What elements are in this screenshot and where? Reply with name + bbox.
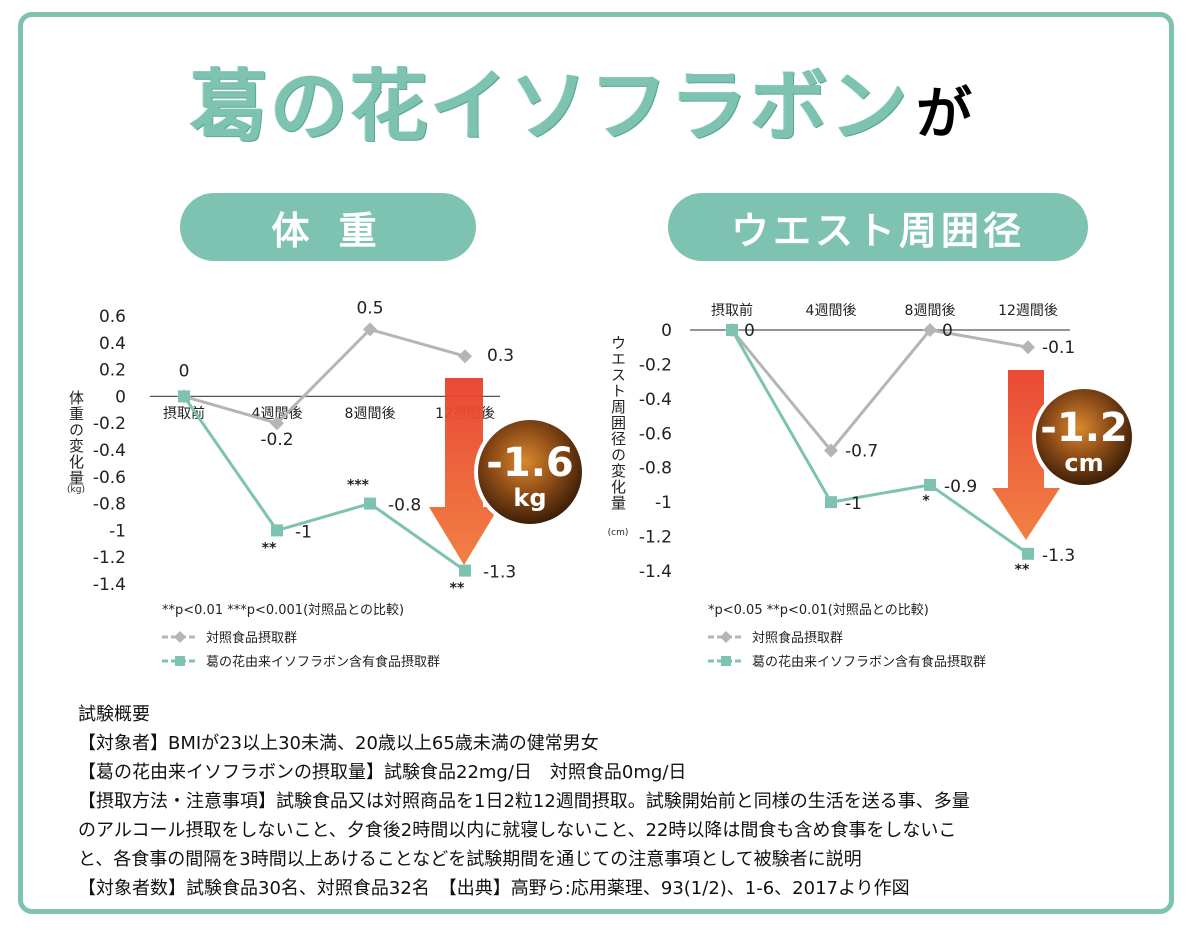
decrease-arrow [429, 378, 499, 565]
legend-marker [721, 656, 731, 666]
significance-mark: ** [1015, 562, 1030, 578]
test-point [178, 390, 190, 403]
legend-marker [175, 656, 185, 666]
y-tick-label: -1 [655, 493, 672, 513]
headline-main: 葛の花イソフラボン [190, 62, 911, 152]
significance-footnote: *p<0.05 **p<0.01(対照品との比較) [708, 603, 929, 618]
control-series-line [730, 328, 1029, 452]
legend-marker [720, 631, 732, 643]
y-tick-label: -0.8 [639, 459, 672, 479]
control-data-label: 0 [942, 321, 953, 341]
badge-unit: kg [513, 484, 546, 512]
y-tick-label: -0.2 [639, 355, 672, 375]
poster-frame [18, 12, 1174, 914]
y-tick-label: -0.4 [639, 390, 672, 410]
control-point [824, 443, 838, 458]
summary-line: と、各食事の間隔を3時間以上あけることなどを試験期間を通じての注意事項として被験… [78, 849, 862, 870]
test-series-line [730, 329, 1029, 556]
y-tick-label: -1 [109, 521, 126, 541]
test-point [1022, 547, 1034, 560]
legend-label: 対照食品摂取群 [206, 630, 297, 646]
legend-label: 葛の花由来イソフラボン含有食品摂取群 [752, 654, 986, 670]
y-tick-label: -1.2 [93, 548, 126, 568]
summary-heading: 試験概要 [78, 704, 150, 725]
y-tick-label: -0.4 [93, 441, 126, 461]
control-point [270, 416, 284, 431]
legend-label: 対照食品摂取群 [752, 630, 843, 646]
test-data-label: -1.3 [483, 563, 516, 583]
control-data-label: -0.1 [1042, 338, 1075, 358]
control-data-label: -0.2 [260, 430, 293, 450]
control-data-label: -0.7 [845, 442, 878, 462]
y-axis-label: ウエスト周囲径の変化量 [609, 335, 627, 511]
waist-panel-label: ウエスト周囲径 [668, 193, 1088, 261]
test-point [364, 497, 376, 510]
y-tick-label: 0 [661, 321, 672, 341]
summary-line: 【対象者数】試験食品30名、対照食品32名 【出典】高野ら:応用薬理、93(1/… [78, 878, 910, 899]
test-point [459, 564, 471, 577]
test-point [726, 324, 738, 336]
summary-line: 【葛の花由来イソフラボンの摂取量】試験食品22mg/日 対照食品0mg/日 [78, 762, 687, 783]
badge-value: -1.6 [486, 440, 573, 486]
weight-panel-label: 体 重 [180, 193, 476, 261]
y-axis-unit: (cm) [608, 528, 629, 538]
test-point [271, 524, 283, 537]
significance-mark: ** [450, 581, 465, 597]
badge-circle [478, 420, 582, 524]
summary-line: 【対象者】BMIが23以上30未満、20歳以上65歳未満の健常男女 [78, 733, 599, 754]
control-data-label: 0.5 [356, 298, 383, 318]
y-tick-label: 0.4 [99, 334, 126, 354]
study-summary: 試験概要 【対象者】BMIが23以上30未満、20歳以上65歳未満の健常男女 【… [78, 700, 1138, 903]
control-point [458, 349, 472, 364]
y-tick-label: 0.6 [99, 307, 126, 327]
control-point [923, 323, 937, 337]
y-tick-label: -1.4 [639, 562, 672, 582]
control-point [1021, 340, 1035, 355]
x-category-label: 12週間後 [998, 303, 1058, 319]
control-series-line [183, 327, 466, 425]
headline: 葛の花イソフラボンが [190, 44, 974, 154]
control-data-label: 0.3 [487, 346, 514, 366]
test-data-label: -0.8 [388, 496, 421, 516]
summary-line: のアルコール摂取をしないこと、夕食後2時間以内に就寝しないこと、22時以降は間食… [78, 820, 957, 841]
y-tick-label: -1.2 [639, 528, 672, 548]
badge-unit: cm [1064, 449, 1103, 477]
control-data-label: 0 [744, 321, 755, 341]
x-category-label: 摂取前 [711, 302, 753, 319]
significance-mark: ** [262, 540, 277, 556]
legend-marker [174, 631, 186, 643]
y-tick-label: -0.6 [93, 468, 126, 488]
significance-footnote: **p<0.01 ***p<0.001(対照品との比較) [162, 603, 404, 618]
control-point [363, 322, 377, 337]
x-category-label: 4週間後 [806, 303, 857, 319]
y-tick-label: -0.6 [639, 424, 672, 444]
y-axis-unit: (kg) [67, 485, 85, 495]
y-axis-label: 体重の変化量 [67, 390, 85, 486]
test-point [924, 478, 936, 491]
y-tick-label: -0.8 [93, 495, 126, 515]
headline-suffix: が [916, 82, 975, 147]
summary-line: 【摂取方法・注意事項】試験食品又は対照商品を1日2粒12週間摂取。試験開始前と同… [78, 791, 970, 812]
y-tick-label: 0 [115, 387, 126, 407]
y-tick-label: -1.4 [93, 575, 126, 595]
badge-circle [1036, 389, 1132, 485]
badge-value: -1.2 [1040, 405, 1127, 451]
y-tick-label: -0.2 [93, 414, 126, 434]
test-series-line [182, 395, 466, 572]
test-data-label: -1 [295, 522, 312, 542]
control-data-label: 0 [179, 361, 190, 381]
test-data-label: -0.9 [944, 477, 977, 497]
y-tick-label: 0.2 [99, 361, 126, 381]
significance-mark: *** [347, 478, 370, 494]
x-category-label: 8週間後 [345, 406, 396, 422]
test-point [825, 496, 837, 509]
legend-label: 葛の花由来イソフラボン含有食品摂取群 [206, 654, 440, 670]
x-category-label: 8週間後 [905, 303, 956, 319]
significance-mark: * [922, 493, 930, 509]
test-data-label: -1.3 [1042, 546, 1075, 566]
test-data-label: -1 [845, 494, 862, 514]
